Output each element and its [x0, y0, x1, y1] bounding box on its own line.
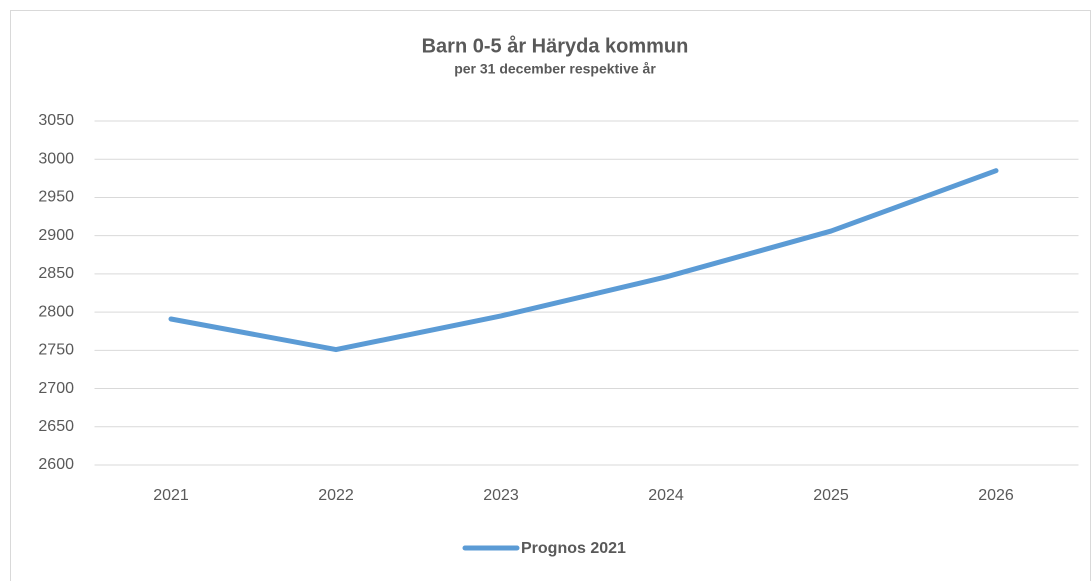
chart-subtitle: per 31 december respektive år: [454, 61, 656, 77]
x-tick-label: 2025: [813, 487, 849, 504]
y-tick-label: 2700: [38, 380, 74, 397]
y-tick-label: 2800: [38, 303, 74, 320]
chart-title: Barn 0-5 år Häryda kommun: [422, 34, 689, 57]
y-tick-label: 2750: [38, 342, 74, 359]
x-tick-label: 2024: [648, 487, 684, 504]
data-line: [168, 168, 999, 353]
x-tick-label: 2022: [318, 487, 354, 504]
y-tick-label: 3050: [38, 112, 74, 129]
x-tick-label: 2023: [483, 487, 519, 504]
y-tick-label: 2600: [38, 456, 74, 473]
y-tick-label: 2950: [38, 189, 74, 206]
y-tick-label: 2650: [38, 418, 74, 435]
y-tick-label: 2850: [38, 265, 74, 282]
legend-label: Prognos 2021: [521, 540, 626, 557]
y-tick-label: 2900: [38, 227, 74, 244]
x-tick-label: 2021: [153, 487, 189, 504]
x-tick-label: 2026: [978, 487, 1014, 504]
y-tick-label: 3000: [38, 150, 74, 167]
chart-border: [10, 10, 1091, 581]
